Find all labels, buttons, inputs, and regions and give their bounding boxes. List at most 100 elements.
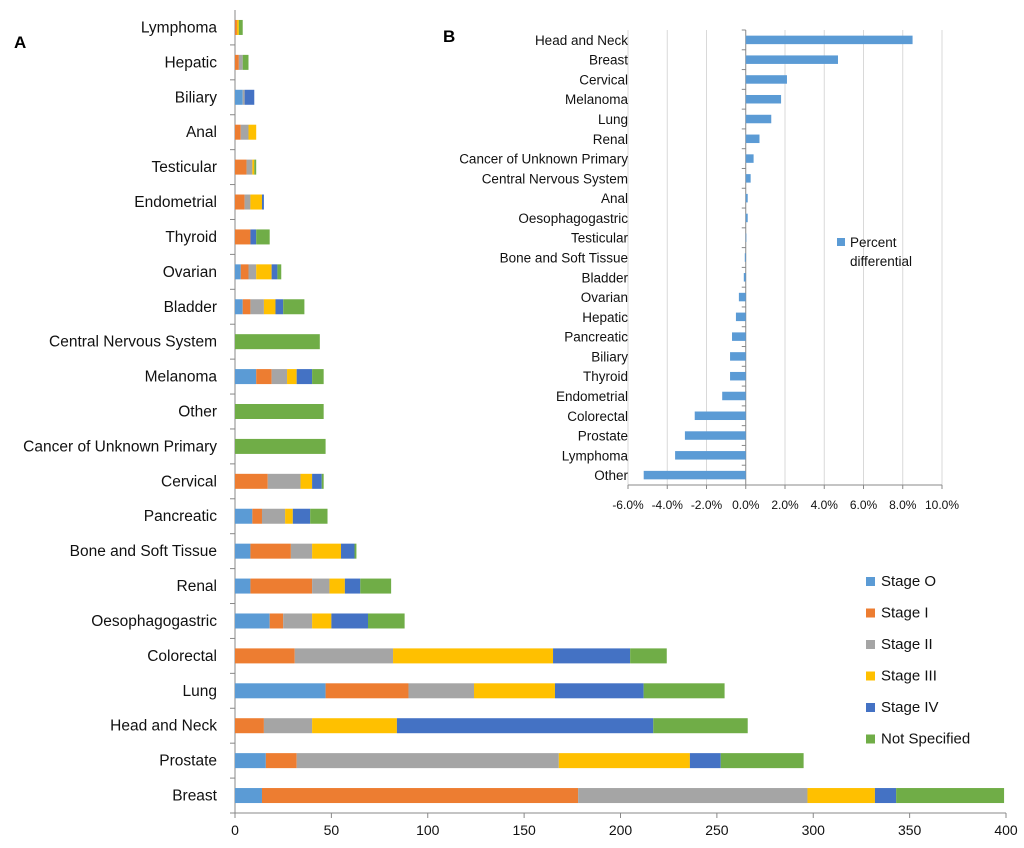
panel-a-label: A xyxy=(14,33,26,52)
legend-swatch xyxy=(866,577,875,586)
category-label: Melanoma xyxy=(565,92,629,107)
legend-swatch xyxy=(866,734,875,744)
category-label: Cancer of Unknown Primary xyxy=(459,152,628,167)
bar-segment-stage-iii xyxy=(248,124,257,140)
bar-percent-differential xyxy=(744,253,746,262)
category-label: Breast xyxy=(172,788,217,805)
bar-percent-differential xyxy=(675,451,746,460)
bar-segment-stage-i xyxy=(242,299,251,315)
bar-segment-stage-o xyxy=(235,543,251,559)
panel-b-differential-bar-chart: B -6.0% -4.0% -2.0% 0.0% 2.0% 4.0% 6.0% 8.0% 10.… xyxy=(430,10,1000,535)
category-label: Biliary xyxy=(591,349,628,364)
legend-swatch xyxy=(866,640,875,649)
bar-segment-stage-iv xyxy=(261,194,264,210)
category-label: Endometrial xyxy=(556,389,628,404)
bar-segment-stage-iv xyxy=(553,648,631,664)
panel-a-stacked-bar-chart: 0 50 100 150 200 250 300 350 400 Breast Prostate He… xyxy=(23,10,1018,838)
category-label: Anal xyxy=(601,191,628,206)
category-label: Head and Neck xyxy=(535,33,628,48)
bar-segment-stage-ii xyxy=(261,508,286,524)
bar-segment-stage-iii xyxy=(250,194,262,210)
bar-segment-stage-o xyxy=(235,264,241,280)
x-tick-label: 100 xyxy=(416,822,440,838)
bar-segment-stage-iii xyxy=(236,19,239,35)
category-label: Prostate xyxy=(159,753,217,770)
bar-segment-stage-ii xyxy=(250,299,264,315)
bar-segment-not-specified xyxy=(238,19,243,35)
category-label: Head and Neck xyxy=(110,718,217,735)
bar-segment-stage-iv xyxy=(275,299,284,315)
bar-segment-stage-ii xyxy=(248,264,257,280)
bar-segment-stage-ii xyxy=(578,788,808,804)
bar-segment-stage-o xyxy=(235,508,253,524)
bar-segment-not-specified xyxy=(643,683,725,699)
category-label: Other xyxy=(594,468,628,483)
bar-segment-stage-ii xyxy=(290,543,313,559)
bar-segment-stage-i xyxy=(252,508,262,524)
category-label: Ovarian xyxy=(581,290,628,305)
bar-segment-stage-iii xyxy=(287,369,297,385)
bar-segment-stage-i xyxy=(256,369,272,385)
bar-segment-stage-ii xyxy=(267,473,301,489)
legend-label: Not Specified xyxy=(881,731,970,748)
category-label: Pancreatic xyxy=(144,508,217,525)
bar-segment-stage-iv xyxy=(874,788,897,804)
category-label: Breast xyxy=(589,53,628,68)
bar-segment-stage-ii xyxy=(238,54,243,70)
category-label: Lymphoma xyxy=(562,448,629,463)
bar-percent-differential xyxy=(745,193,748,203)
bar-segment-stage-iv xyxy=(244,89,255,105)
bar-segment-stage-o xyxy=(235,753,266,769)
category-label: Thyroid xyxy=(583,369,628,384)
bar-percent-differential xyxy=(743,273,746,282)
category-label: Cervical xyxy=(161,473,217,490)
bar-segment-not-specified xyxy=(310,508,328,524)
x-tick-label: 300 xyxy=(802,822,826,838)
x-tick-label: 0.0% xyxy=(732,498,760,512)
bar-segment-stage-iii xyxy=(263,299,276,315)
x-tick-label: -6.0% xyxy=(612,498,644,512)
category-label: Testicular xyxy=(152,159,217,176)
category-label: Prostate xyxy=(578,429,628,444)
bar-segment-stage-ii xyxy=(246,159,253,175)
category-label: Endometrial xyxy=(134,194,217,211)
x-tick-label: 400 xyxy=(994,822,1018,838)
x-tick-label: 150 xyxy=(512,822,536,838)
x-tick-label: 50 xyxy=(324,822,340,838)
bar-segment-stage-iii xyxy=(312,718,397,734)
bar-percent-differential xyxy=(745,94,782,104)
bar-segment-stage-i xyxy=(235,648,295,664)
category-label: Other xyxy=(178,404,217,421)
category-label: Cervical xyxy=(579,72,628,87)
category-label: Melanoma xyxy=(145,369,218,386)
bar-segment-stage-ii xyxy=(244,194,251,210)
x-tick-label: 0 xyxy=(231,822,239,838)
x-tick-label: -4.0% xyxy=(652,498,684,512)
bar-percent-differential xyxy=(745,35,913,45)
bar-segment-not-specified xyxy=(254,159,257,175)
bar-segment-stage-iv xyxy=(341,543,355,559)
x-tick-label: -2.0% xyxy=(691,498,723,512)
bar-percent-differential xyxy=(694,411,746,421)
bar-segment-not-specified xyxy=(321,473,324,489)
x-tick-label: 2.0% xyxy=(771,498,799,512)
legend-swatch xyxy=(837,238,845,246)
bar-percent-differential xyxy=(722,391,746,401)
bar-percent-differential xyxy=(684,431,746,440)
bar-segment-stage-ii xyxy=(408,683,475,699)
bar-percent-differential xyxy=(643,470,746,480)
bar-segment-not-specified xyxy=(720,753,804,769)
category-label: Ovarian xyxy=(163,264,217,281)
bar-segment-not-specified xyxy=(360,578,392,594)
bar-segment-stage-o xyxy=(235,788,262,804)
bar-segment-stage-ii xyxy=(263,718,313,734)
bar-segment-stage-i xyxy=(325,683,409,699)
bar-segment-stage-i xyxy=(250,578,313,594)
legend-swatch xyxy=(866,703,875,712)
legend-label: Stage II xyxy=(881,636,933,653)
bar-segment-stage-o xyxy=(235,578,251,594)
bar-segment-stage-iii xyxy=(300,473,313,489)
category-label: Central Nervous System xyxy=(482,171,628,186)
category-label: Central Nervous System xyxy=(49,334,217,351)
category-label: Anal xyxy=(186,124,217,141)
